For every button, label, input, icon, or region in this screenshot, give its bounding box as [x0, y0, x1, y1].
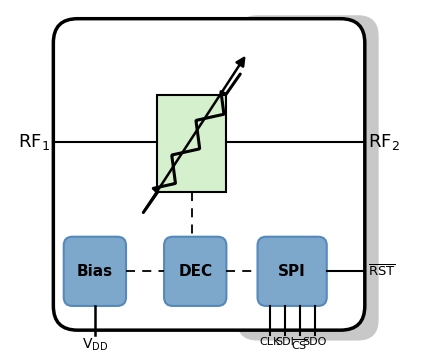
Text: Bias: Bias — [77, 264, 113, 279]
FancyBboxPatch shape — [257, 237, 327, 306]
Text: $\overline{\rm CS}$: $\overline{\rm CS}$ — [291, 337, 308, 352]
Text: RF$_2$: RF$_2$ — [368, 131, 400, 152]
Text: CLK: CLK — [259, 337, 280, 347]
Text: DEC: DEC — [178, 264, 212, 279]
FancyBboxPatch shape — [53, 19, 365, 330]
FancyBboxPatch shape — [237, 15, 379, 341]
Text: SPI: SPI — [278, 264, 306, 279]
Text: RF$_1$: RF$_1$ — [18, 131, 50, 152]
Text: V$_{\rm DD}$: V$_{\rm DD}$ — [82, 337, 108, 353]
Bar — [157, 95, 226, 192]
FancyBboxPatch shape — [164, 237, 226, 306]
Text: $\overline{\rm RST}$: $\overline{\rm RST}$ — [368, 263, 396, 279]
Text: SDO: SDO — [302, 337, 327, 347]
FancyBboxPatch shape — [64, 237, 126, 306]
Text: SDI: SDI — [275, 337, 294, 347]
